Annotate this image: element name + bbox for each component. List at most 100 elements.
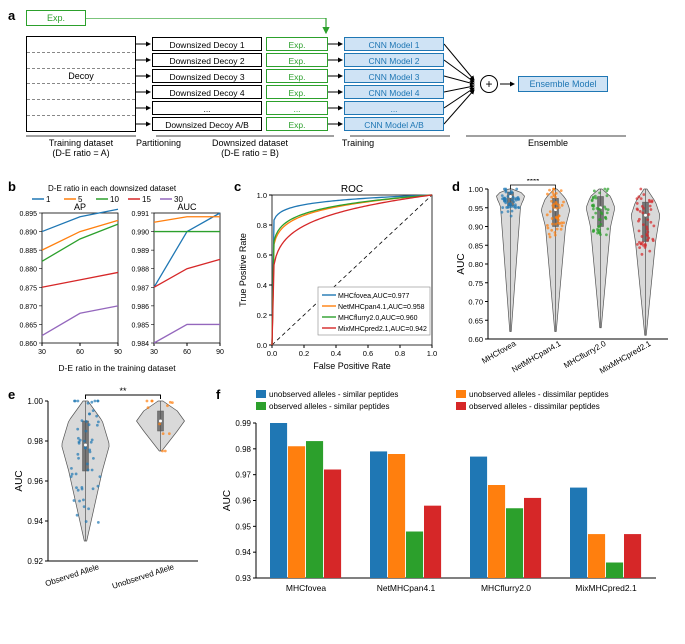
svg-text:False Positive Rate: False Positive Rate	[313, 361, 391, 371]
plus-icon: +	[480, 75, 498, 93]
decoyCol-item: Downsized Decoy 4	[152, 85, 262, 99]
svg-text:AP: AP	[74, 202, 86, 212]
svg-text:0.90: 0.90	[468, 223, 483, 232]
cnnCol-item: CNN Model 1	[344, 37, 444, 51]
svg-text:0.96: 0.96	[27, 477, 43, 486]
svg-text:0.80: 0.80	[468, 260, 483, 269]
svg-text:0.85: 0.85	[468, 241, 483, 250]
decoyCol-item: Downsized Decoy 3	[152, 69, 262, 83]
panel-c: c ROC0.00.00.20.20.40.40.60.60.80.81.01.…	[234, 179, 444, 379]
section-braces	[26, 133, 666, 139]
svg-text:Observed Allele: Observed Allele	[44, 562, 101, 588]
svg-text:0.860: 0.860	[19, 341, 37, 348]
svg-text:MixMHCpred2.1: MixMHCpred2.1	[575, 583, 637, 593]
panel-c-chart: ROC0.00.00.20.20.40.40.60.60.80.81.01.0M…	[234, 179, 444, 379]
arrows-4	[498, 75, 518, 93]
svg-text:0.96: 0.96	[235, 497, 251, 506]
panel-d-chart: 0.600.650.700.750.800.850.900.951.00AUCM…	[452, 179, 677, 379]
decoyCol-item: Downsized Decoy 1	[152, 37, 262, 51]
svg-text:True Positive Rate: True Positive Rate	[238, 233, 248, 307]
expCol-item: ...	[266, 101, 328, 115]
cnnCol-item: CNN Model 3	[344, 69, 444, 83]
svg-text:0.6: 0.6	[363, 349, 373, 358]
svg-text:0.985: 0.985	[131, 322, 149, 329]
svg-text:0.98: 0.98	[27, 437, 43, 446]
panel-a-label: a	[8, 8, 15, 23]
expCol-item: Exp.	[266, 85, 328, 99]
svg-text:15: 15	[142, 195, 151, 204]
panel-d-label: d	[452, 179, 460, 194]
arrows-1	[136, 36, 152, 132]
svg-text:1: 1	[46, 195, 51, 204]
svg-text:AUC: AUC	[456, 253, 467, 274]
svg-text:MHCflurry2.0,AUC=0.960: MHCflurry2.0,AUC=0.960	[338, 315, 418, 322]
svg-text:unobserved alleles - dissimila: unobserved alleles - dissimilar peptides	[469, 390, 609, 399]
svg-text:0.99: 0.99	[235, 419, 251, 428]
panel-e-chart: 0.920.940.960.981.00AUCObserved AlleleUn…	[8, 387, 208, 612]
exp-source-box: Exp.	[26, 10, 86, 26]
panel-b-chart: D-E ratio in each downsized dataset 15 10 1…	[8, 179, 226, 379]
svg-text:0.97: 0.97	[235, 471, 251, 480]
svg-text:0.93: 0.93	[235, 574, 251, 583]
svg-text:MHCfovea,AUC=0.977: MHCfovea,AUC=0.977	[338, 293, 410, 300]
arrows-2	[328, 36, 344, 132]
svg-text:0.987: 0.987	[131, 285, 149, 292]
svg-text:30: 30	[150, 349, 158, 356]
panel-d: d 0.600.650.700.750.800.850.900.951.00AU…	[452, 179, 677, 379]
svg-text:0.989: 0.989	[131, 248, 149, 255]
svg-text:90: 90	[216, 349, 224, 356]
svg-text:AUC: AUC	[222, 490, 233, 511]
svg-text:MHCfovea: MHCfovea	[480, 339, 518, 366]
panel-b-label: b	[8, 179, 16, 194]
panel-b: b D-E ratio in each downsized dataset 15 1…	[8, 179, 226, 379]
sec-downsized: Downsized dataset (D-E ratio = B)	[172, 138, 328, 158]
svg-text:Unobserved Allele: Unobserved Allele	[111, 562, 176, 591]
svg-text:0.60: 0.60	[468, 335, 483, 344]
expCol-item: Exp.	[266, 53, 328, 67]
expCol-item: Exp.	[266, 117, 328, 131]
svg-text:MixMHCpred2.1: MixMHCpred2.1	[598, 339, 653, 376]
svg-text:0.870: 0.870	[19, 304, 37, 311]
cnnCol-item: ...	[344, 101, 444, 115]
svg-text:0.991: 0.991	[131, 211, 149, 218]
svg-text:0.0: 0.0	[257, 341, 267, 350]
svg-text:0.880: 0.880	[19, 267, 37, 274]
exp-arrow	[86, 18, 338, 38]
decoyCol-item: Downsized Decoy A/B	[152, 117, 262, 131]
decoy-text: Decoy	[27, 69, 135, 85]
svg-text:10: 10	[110, 195, 119, 204]
svg-text:0.875: 0.875	[19, 285, 37, 292]
svg-text:0.94: 0.94	[27, 517, 43, 526]
svg-text:AUC: AUC	[14, 470, 25, 491]
svg-text:0.8: 0.8	[395, 349, 405, 358]
cnnCol-item: CNN Model 2	[344, 53, 444, 67]
downsized-column: Downsized Decoy 1 Downsized Decoy 2 Downsi…	[152, 37, 262, 131]
sec-training: Training dataset (D-E ratio = A)	[26, 138, 136, 158]
decoyCol-item: Downsized Decoy 2	[152, 53, 262, 67]
svg-text:MixMHCpred2.1,AUC=0.942: MixMHCpred2.1,AUC=0.942	[338, 326, 427, 333]
svg-text:NetMHCpan4.1,AUC=0.958: NetMHCpan4.1,AUC=0.958	[338, 304, 425, 311]
svg-text:unobserved alleles - similar p: unobserved alleles - similar peptides	[269, 390, 398, 399]
cnnCol-item: CNN Model 4	[344, 85, 444, 99]
svg-text:60: 60	[76, 349, 84, 356]
svg-text:30: 30	[38, 349, 46, 356]
ensemble-box: Ensemble Model	[518, 76, 608, 92]
svg-text:0.75: 0.75	[468, 279, 483, 288]
svg-text:****: ****	[527, 179, 539, 186]
panel-c-label: c	[234, 179, 241, 194]
svg-text:0.98: 0.98	[235, 445, 251, 454]
svg-text:D-E ratio in each downsized da: D-E ratio in each downsized dataset	[48, 184, 177, 193]
svg-text:1.00: 1.00	[27, 397, 43, 406]
svg-text:0.95: 0.95	[468, 204, 483, 213]
svg-text:1.0: 1.0	[427, 349, 437, 358]
expCol-item: Exp.	[266, 37, 328, 51]
svg-text:0.95: 0.95	[235, 522, 251, 531]
svg-text:0.4: 0.4	[257, 281, 267, 290]
svg-text:90: 90	[114, 349, 122, 356]
panel-a: a Exp. Decoy Downsized De	[8, 8, 677, 173]
svg-text:60: 60	[183, 349, 191, 356]
svg-text:0.94: 0.94	[235, 548, 251, 557]
svg-text:observed alleles - dissimilar: observed alleles - dissimilar peptides	[469, 402, 600, 411]
svg-text:0.988: 0.988	[131, 267, 149, 274]
svg-text:D-E ratio in the training data: D-E ratio in the training dataset	[58, 363, 176, 373]
